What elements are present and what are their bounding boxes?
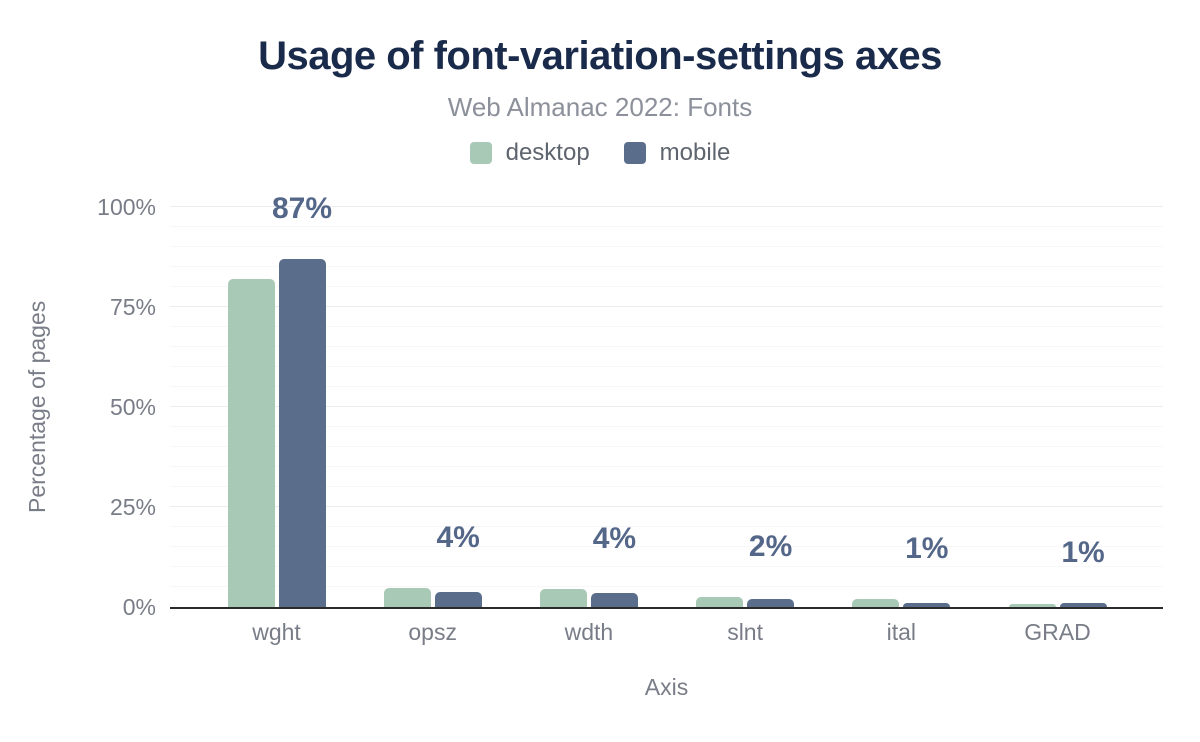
gridline-35 [170,466,1163,467]
chart-subtitle: Web Almanac 2022: Fonts [447,92,753,122]
bar-label-wdth: 4% [592,522,637,555]
bar-mobile-ital[interactable] [903,602,951,607]
bar-label-slnt: 2% [748,530,793,563]
y-tick-0%: 0% [122,594,156,620]
gridline-55 [170,386,1163,387]
bar-desktop-wdth[interactable] [539,589,587,607]
gridline-75 [170,306,1163,307]
gridline-40 [170,446,1163,447]
gridline-10 [170,566,1163,567]
gridline-25 [170,506,1163,507]
bar-desktop-opsz[interactable] [383,587,431,607]
gridline-80 [170,286,1163,287]
y-tick-25%: 25% [109,494,156,520]
gridline-70 [170,326,1163,327]
legend-swatch-desktop [469,142,492,164]
x-tick-GRAD: GRAD [1024,619,1091,645]
bar-label-wght: 87% [271,192,333,225]
bar-mobile-opsz[interactable] [434,592,482,607]
gridline-15 [170,546,1163,547]
gridline-85 [170,266,1163,267]
bar-mobile-wght[interactable] [278,259,326,607]
bar-label-opsz: 4% [436,520,480,554]
bar-desktop-GRAD[interactable] [1008,604,1056,607]
gridline-20 [170,526,1163,527]
x-tick-wght: wght [252,619,301,645]
bar-mobile-wdth[interactable] [590,593,638,607]
bar-desktop-ital[interactable] [852,599,900,607]
x-tick-opsz: opsz [408,619,457,645]
gridline-50 [170,406,1163,407]
chart-title: Usage of font-variation-settings axes [258,34,942,78]
x-tick-ital: ital [886,619,916,645]
x-tick-wdth: wdth [564,619,614,645]
bar-desktop-wght[interactable] [227,279,275,607]
gridline-100 [170,206,1163,207]
gridline-5 [170,586,1163,587]
bar-label-ital: 1% [905,532,949,565]
legend-item-mobile[interactable]: mobile [623,139,731,167]
plot-area: 100% 75% 50% 25% 0% 87% wght 4% opsz 4% wdth 2% slnt… [97,192,1163,645]
bar-desktop-slnt[interactable] [696,597,744,607]
gridline-90 [170,246,1163,247]
legend-swatch-mobile [623,142,646,164]
x-axis-title: Axis [644,674,689,700]
gridline-60 [170,366,1163,367]
legend-label-desktop: desktop [505,139,590,166]
x-axis-line [170,607,1163,609]
y-tick-100%: 100% [97,194,156,220]
legend-item-desktop[interactable]: desktop [469,139,590,167]
chart-legend: desktop mobile [0,139,1200,167]
legend-label-mobile: mobile [659,139,731,166]
y-tick-50%: 50% [109,394,156,420]
gridline-45 [170,426,1163,427]
y-tick-75%: 75% [109,294,156,320]
bar-mobile-GRAD[interactable] [1059,603,1107,607]
x-tick-slnt: slnt [727,619,763,645]
bar-label-GRAD: 1% [1061,536,1105,570]
gridline-30 [170,486,1163,487]
gridline-95 [170,226,1163,227]
bar-mobile-slnt[interactable] [747,599,795,607]
gridline-65 [170,346,1163,347]
